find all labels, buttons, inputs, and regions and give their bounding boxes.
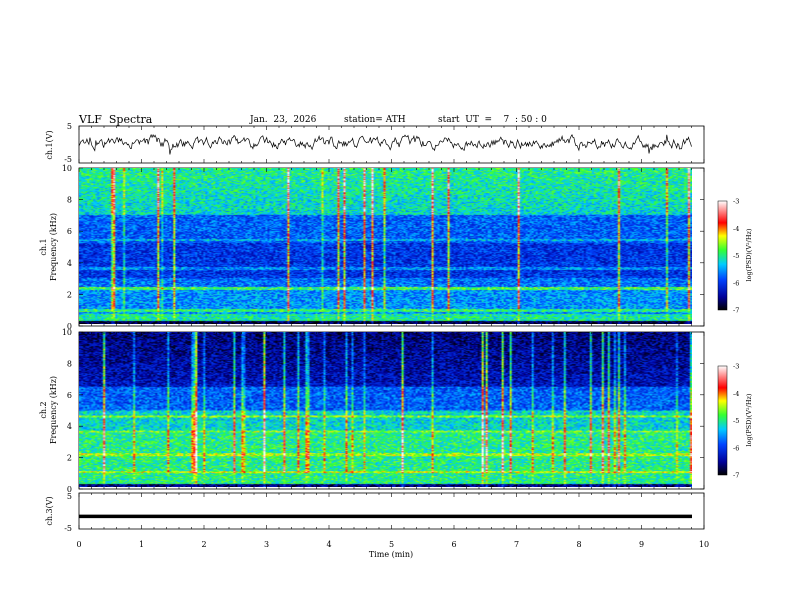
ch2-colorbar: -3 -4 -5 -6 -7 log(PSD)(V²/Hz) bbox=[717, 363, 753, 480]
colorbar-tick-label: -7 bbox=[733, 307, 739, 315]
colorbar-tick-label: -6 bbox=[733, 279, 739, 287]
ch1-colorbar-ticks: -3 -4 -5 -6 -7 bbox=[733, 198, 739, 315]
ch3-waveform-panel: 5 -5 ch.3(V) bbox=[45, 492, 705, 533]
frequency-tick-label: 4 bbox=[67, 422, 72, 431]
ch2-spectrogram-image bbox=[79, 332, 692, 487]
frequency-tick-label: 2 bbox=[67, 454, 72, 463]
frequency-tick-label: 6 bbox=[67, 391, 72, 400]
frequency-tick-label: 6 bbox=[67, 227, 72, 236]
time-axis-tick-labels: 0 1 2 3 4 5 6 7 8 9 10 bbox=[76, 540, 709, 549]
ch3-ytick-top: 5 bbox=[67, 492, 72, 501]
colorbar-tick-label: -3 bbox=[733, 198, 739, 206]
time-axis-tick-label: 6 bbox=[451, 540, 456, 549]
ch1-ytick-top: 5 bbox=[67, 122, 72, 131]
date-label: Jan. 23, 2026 bbox=[250, 115, 317, 125]
time-axis-tick-label: 1 bbox=[139, 540, 144, 549]
ch1-colorbar-label: log(PSD)(V²/Hz) bbox=[745, 228, 753, 281]
time-axis-tick-label: 9 bbox=[639, 540, 644, 549]
ch1-colorbar-gradient bbox=[717, 200, 728, 311]
ch2-spectrogram-ylabel-frequency: Frequency (kHz) bbox=[49, 376, 58, 444]
colorbar-tick-label: -5 bbox=[733, 417, 739, 425]
frequency-tick-label: 0 bbox=[67, 322, 72, 331]
time-axis-tick-label: 7 bbox=[514, 540, 519, 549]
frequency-tick-label: 10 bbox=[62, 164, 72, 173]
colorbar-tick-label: -7 bbox=[733, 472, 739, 480]
frequency-tick-label: 0 bbox=[67, 485, 72, 494]
start-time-label: start UT = 7 : 50 : 0 bbox=[438, 115, 547, 125]
frequency-tick-label: 4 bbox=[67, 259, 72, 268]
colorbar-tick-label: -3 bbox=[733, 363, 739, 371]
ch1-waveform-panel: 5 -5 ch.1(V) bbox=[45, 122, 705, 164]
ch3-ytick-bottom: -5 bbox=[64, 524, 72, 533]
plot-header: VLF Spectra Jan. 23, 2026 station= ATH s… bbox=[0, 0, 792, 130]
time-axis-tick-label: 3 bbox=[264, 540, 269, 549]
frequency-tick-label: 8 bbox=[67, 196, 72, 205]
colorbar-tick-label: -4 bbox=[733, 390, 739, 398]
ch1-waveform-ylabel: ch.1(V) bbox=[45, 130, 54, 159]
panel-x-ticks bbox=[78, 126, 705, 529]
station-label: station= ATH bbox=[344, 115, 406, 125]
frequency-tick-label: 2 bbox=[67, 290, 72, 299]
colorbar-tick-label: -6 bbox=[733, 444, 739, 452]
time-axis-tick-label: 4 bbox=[326, 540, 331, 549]
ch2-colorbar-ticks: -3 -4 -5 -6 -7 bbox=[733, 363, 739, 480]
ch1-spectrogram-panel: 0 2 4 6 8 10 ch.1 Frequency (kHz) bbox=[39, 164, 705, 331]
ch1-ytick-bottom: -5 bbox=[64, 155, 72, 164]
ch2-colorbar-label: log(PSD)(V²/Hz) bbox=[745, 393, 753, 446]
time-axis-tick-label: 10 bbox=[699, 540, 709, 549]
colorbar-tick-label: -5 bbox=[733, 252, 739, 260]
frequency-tick-label: 8 bbox=[67, 359, 72, 368]
ch1-spectrogram-image bbox=[79, 168, 692, 324]
time-axis-tick-label: 0 bbox=[76, 540, 81, 549]
ch2-colorbar-gradient bbox=[717, 365, 728, 476]
ch2-spectrogram-ylabel-channel: ch.2 bbox=[39, 401, 48, 418]
ch3-waveform-frame bbox=[78, 492, 705, 530]
ch1-spectrogram-ylabel-channel: ch.1 bbox=[39, 238, 48, 255]
ch2-spectrogram-panel: 0 2 4 6 8 10 ch.2 Frequency (kHz) bbox=[39, 328, 705, 494]
plot-title: VLF Spectra bbox=[79, 113, 153, 126]
ch1-spectrogram-ylabel-frequency: Frequency (kHz) bbox=[49, 213, 58, 281]
ch2-spectrogram-yticks: 0 2 4 6 8 10 bbox=[62, 328, 704, 494]
time-axis-tick-label: 5 bbox=[389, 540, 394, 549]
ch1-colorbar: -3 -4 -5 -6 -7 log(PSD)(V²/Hz) bbox=[717, 198, 753, 315]
ch1-waveform-line bbox=[78, 133, 692, 155]
ch3-waveform-ylabel: ch.3(V) bbox=[45, 496, 54, 525]
time-axis-tick-label: 8 bbox=[576, 540, 581, 549]
ch1-spectrogram-yticks: 0 2 4 6 8 10 bbox=[62, 164, 704, 331]
time-axis-tick-label: 2 bbox=[201, 540, 206, 549]
time-axis-label: Time (min) bbox=[369, 550, 413, 559]
colorbar-tick-label: -4 bbox=[733, 225, 739, 233]
frequency-tick-label: 10 bbox=[62, 328, 72, 337]
